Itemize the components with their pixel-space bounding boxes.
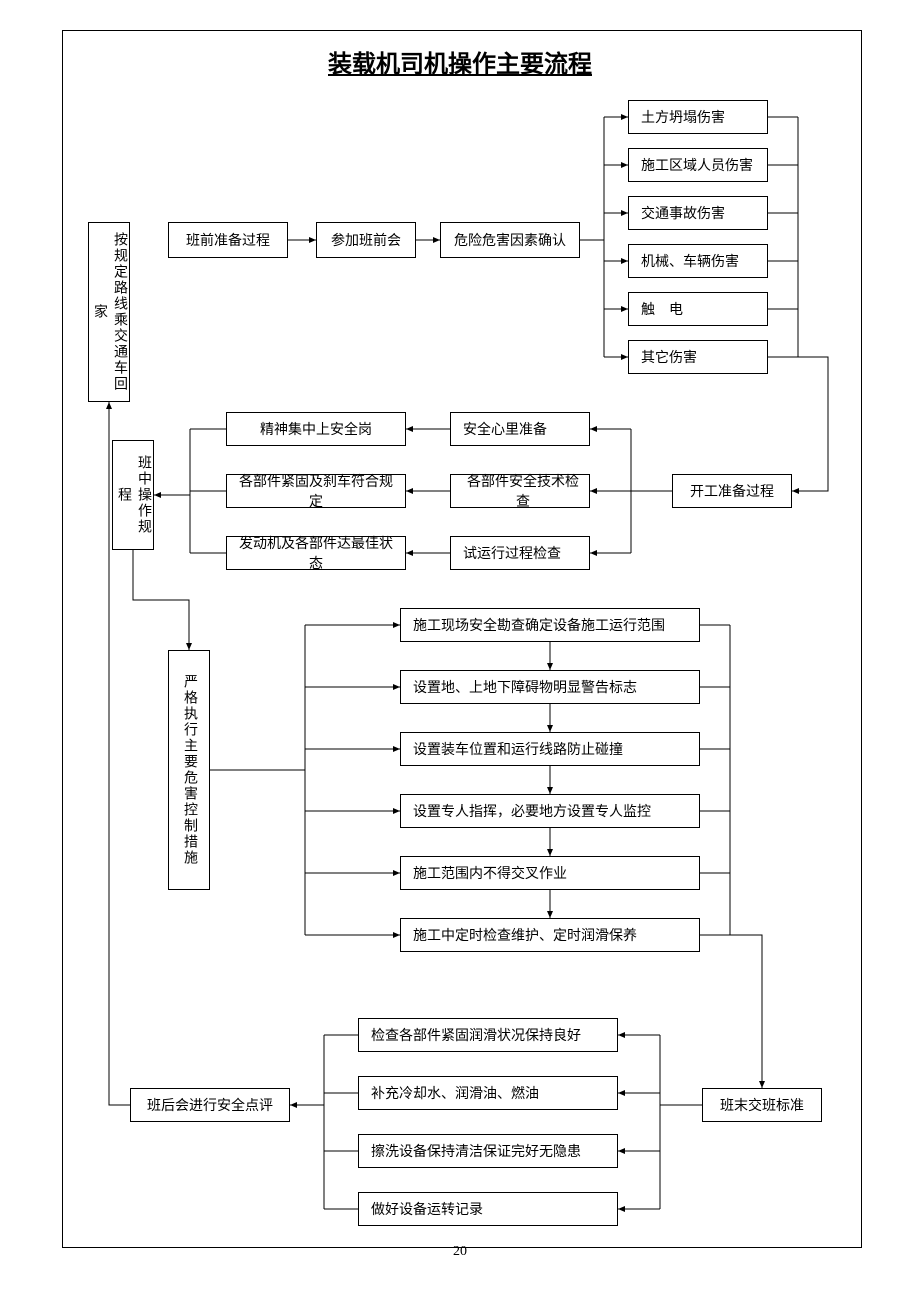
node-p3a: 发动机及各部件达最佳状态 — [226, 536, 406, 570]
node-p2b: 各部件安全技术检查 — [450, 474, 590, 508]
node-h6: 其它伤害 — [628, 340, 768, 374]
node-n_midshift: 班中操作规程 — [112, 440, 154, 550]
node-s4: 设置专人指挥，必要地方设置专人监控 — [400, 794, 700, 828]
node-e2: 补充冷却水、润滑油、燃油 — [358, 1076, 618, 1110]
node-p1b: 安全心里准备 — [450, 412, 590, 446]
node-n_hazard_confirm: 危险危害因素确认 — [440, 222, 580, 258]
node-n_return: 按规定路线乘交通车回家 — [88, 222, 130, 402]
page-title: 装载机司机操作主要流程 — [0, 44, 920, 79]
page-number: 20 — [0, 1244, 920, 1260]
node-h5: 触 电 — [628, 292, 768, 326]
node-h4: 机械、车辆伤害 — [628, 244, 768, 278]
node-p1a: 精神集中上安全岗 — [226, 412, 406, 446]
node-n_preshift: 班前准备过程 — [168, 222, 288, 258]
node-n_attend: 参加班前会 — [316, 222, 416, 258]
node-s1: 施工现场安全勘查确定设备施工运行范围 — [400, 608, 700, 642]
node-s3: 设置装车位置和运行线路防止碰撞 — [400, 732, 700, 766]
node-s2: 设置地、上地下障碍物明显警告标志 — [400, 670, 700, 704]
node-p3b: 试运行过程检查 — [450, 536, 590, 570]
node-s6: 施工中定时检查维护、定时润滑保养 — [400, 918, 700, 952]
node-h3: 交通事故伤害 — [628, 196, 768, 230]
node-n_endstd: 班末交班标准 — [702, 1088, 822, 1122]
node-e4: 做好设备运转记录 — [358, 1192, 618, 1226]
node-s5: 施工范围内不得交叉作业 — [400, 856, 700, 890]
node-p2a: 各部件紧固及刹车符合规定 — [226, 474, 406, 508]
node-n_strict: 严格执行主要危害控制措施 — [168, 650, 210, 890]
node-h1: 土方坍塌伤害 — [628, 100, 768, 134]
node-h2: 施工区域人员伤害 — [628, 148, 768, 182]
node-e1: 检查各部件紧固润滑状况保持良好 — [358, 1018, 618, 1052]
node-n_post: 班后会进行安全点评 — [130, 1088, 290, 1122]
node-n_startwork: 开工准备过程 — [672, 474, 792, 508]
node-e3: 擦洗设备保持清洁保证完好无隐患 — [358, 1134, 618, 1168]
